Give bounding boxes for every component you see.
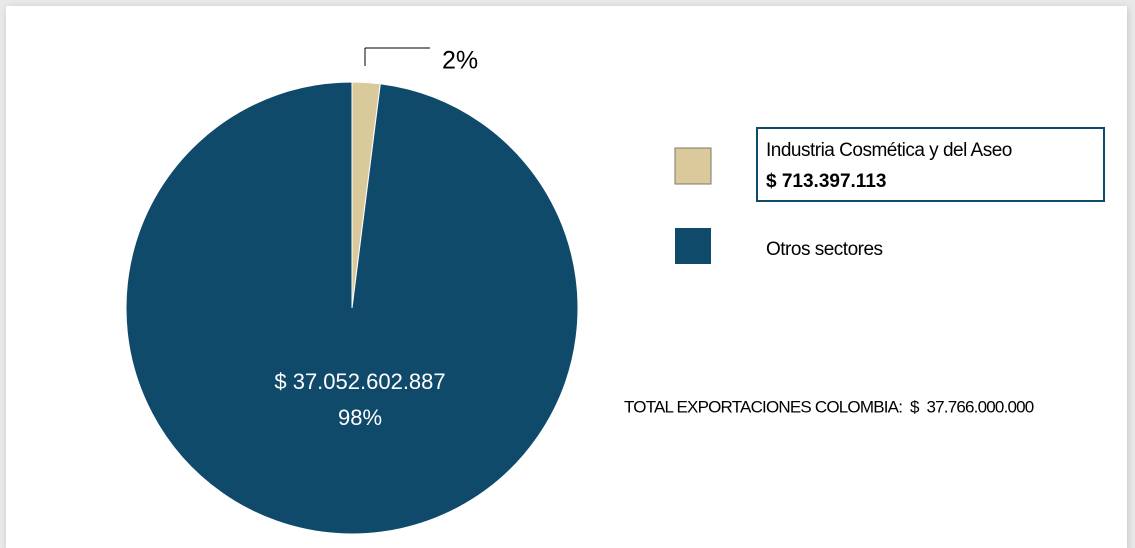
legend-amount: $ 713.397.113 — [766, 171, 886, 192]
total-group: TOTAL EXPORTACIONES COLOMBIA: $ 37.766.0… — [624, 397, 1035, 416]
legend-swatch — [674, 147, 712, 185]
legend-label: Otros sectores — [766, 239, 883, 260]
pie — [125, 81, 579, 535]
slice-amount: $ 37.052.602.887 — [274, 369, 445, 394]
pie-slice — [125, 81, 579, 535]
legend-label: Industria Cosmética y del Aseo — [766, 140, 1012, 161]
legend-highlight — [756, 127, 1105, 202]
legend-swatch — [675, 228, 711, 264]
slice-label: 2% — [442, 47, 478, 75]
total-label: TOTAL EXPORTACIONES COLOMBIA: $ 37.766.0… — [624, 397, 1034, 416]
slice-label: 98% — [338, 405, 382, 430]
